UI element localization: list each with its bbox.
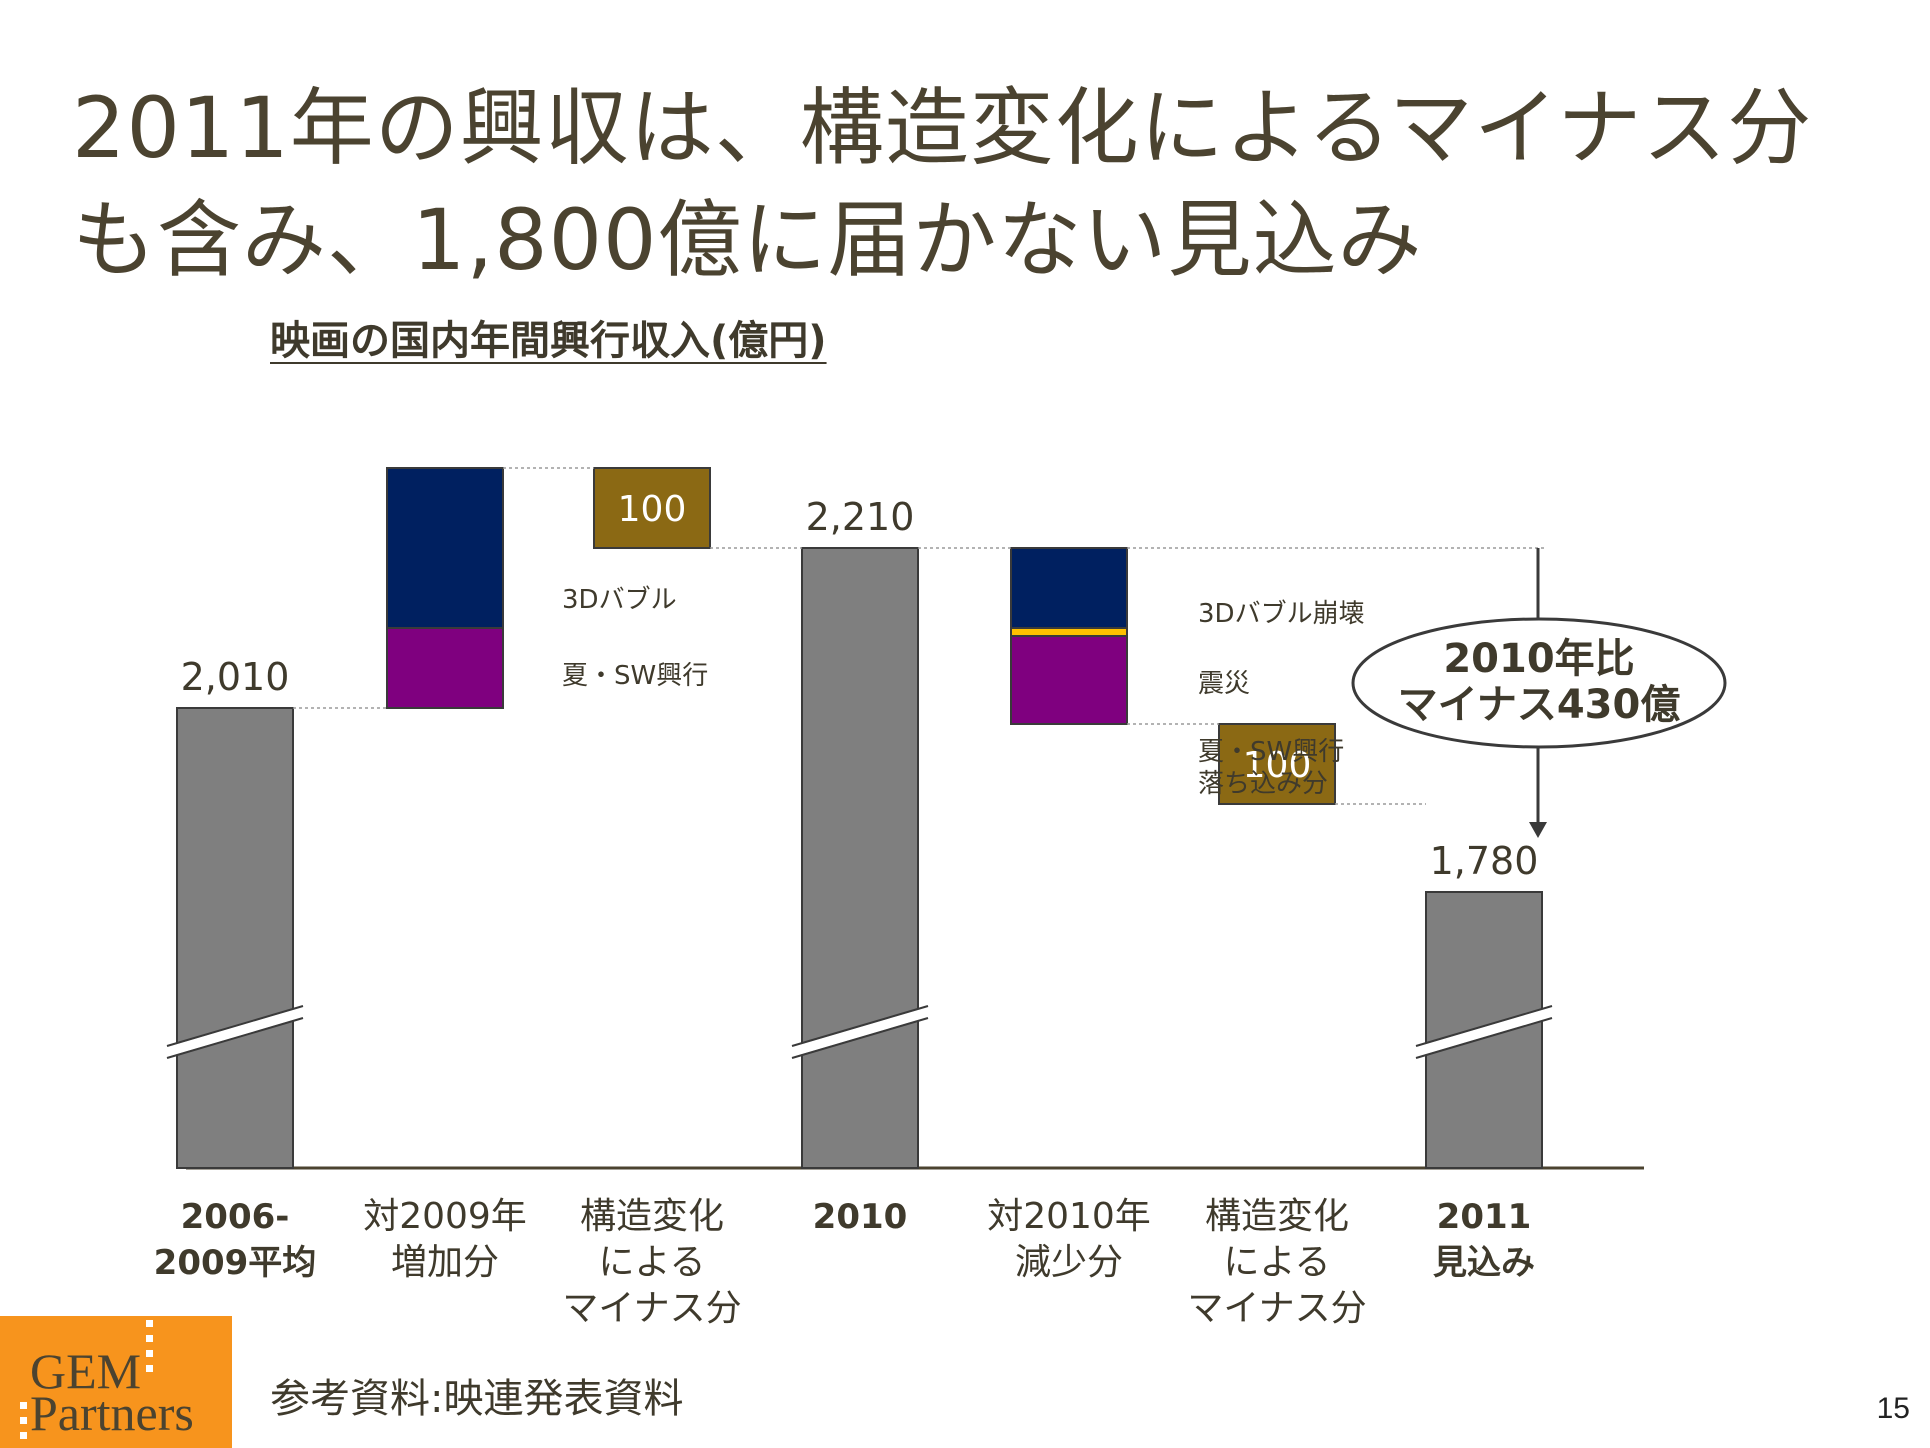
source-note: 参考資料:映連発表資料 [270,1376,684,1422]
axis-break-gap [790,1007,930,1057]
increase-segment [386,467,504,629]
logo-text-partners: Partners [30,1385,194,1441]
category-label: マイナス分 [562,1288,741,1329]
segment-label: 落ち込み分 [1198,769,1328,799]
axis-break-gap [1414,1007,1554,1057]
callout-arrowhead [1529,822,1547,838]
axis-break-line [166,1017,304,1059]
decrease-segment [1010,635,1128,725]
gem-partners-logo: GEM Partners [0,1316,232,1448]
category-label: による [599,1242,706,1283]
structural-minus-box [593,467,711,549]
axis-break-gap [165,1007,305,1057]
structural-minus-box [1218,723,1336,805]
category-label: 2010 [813,1197,908,1237]
category-label: 2006- [181,1197,290,1237]
category-label: マイナス分 [1187,1288,1366,1329]
total-bar [176,707,294,1169]
category-label: 構造変化 [1205,1196,1349,1237]
page-number: 15 [1876,1392,1910,1425]
decrease-segment [1010,547,1128,629]
logo-dots-bottom [20,1402,30,1447]
slide-title: 2011年の興収は、構造変化によるマイナス分 も含み、1,800億に届かない見込… [72,72,1912,296]
decrease-segment [1010,627,1128,637]
callout-ellipse [1351,617,1727,749]
structural-minus-value: 100 [1243,745,1312,786]
slide-title-line2: も含み、1,800億に届かない見込み [72,191,1423,289]
category-label: 構造変化 [580,1196,724,1237]
callout-text-line1: 2010年比 [1443,636,1634,682]
logo-dots-top [146,1320,156,1380]
category-label: 対2010年 [987,1196,1151,1237]
segment-label: 3Dバブル [562,585,677,615]
axis-break-line [1415,1017,1553,1059]
category-label: 見込み [1433,1243,1535,1283]
chart-title: 映画の国内年間興行収入(億円) [270,318,827,364]
total-value-label: 1,780 [1430,839,1539,883]
increase-segment [386,627,504,709]
category-label: 2009平均 [154,1243,317,1283]
total-value-label: 2,210 [806,495,915,539]
total-bar [801,547,919,1169]
axis-break-line [791,1005,929,1047]
callout-text-line2: マイナス430億 [1398,682,1681,728]
segment-label: 夏・SW興行 [562,661,708,691]
category-label: による [1224,1242,1331,1283]
category-label: 増加分 [391,1242,499,1283]
segment-label: 震災 [1198,669,1250,699]
total-value-label: 2,010 [181,655,290,699]
axis-break-line [791,1017,929,1059]
category-label: 対2009年 [363,1196,527,1237]
slide-title-line1: 2011年の興収は、構造変化によるマイナス分 [72,79,1813,177]
category-label: 2011 [1437,1197,1532,1237]
axis-break-line [1415,1005,1553,1047]
segment-label: 3Dバブル崩壊 [1198,599,1365,629]
segment-label: 夏・SW興行 [1198,737,1344,767]
category-label: 減少分 [1015,1242,1123,1283]
axis-break-line [166,1005,304,1047]
logo-text-gem: GEM [30,1343,142,1399]
structural-minus-value: 100 [618,489,687,530]
